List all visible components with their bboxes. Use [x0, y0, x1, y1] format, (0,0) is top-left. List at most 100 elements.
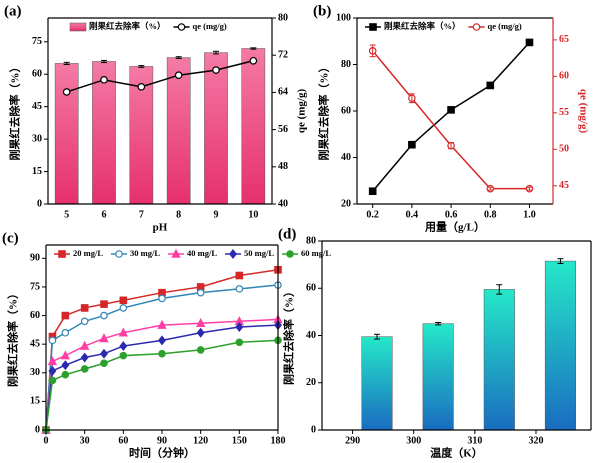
marker	[119, 341, 128, 352]
marker	[157, 319, 167, 329]
error-bar	[496, 284, 503, 295]
x-tick-label: 300	[406, 435, 421, 446]
x-tick-label: 180	[271, 435, 286, 446]
marker	[47, 356, 58, 366]
x-tick-label: 30	[80, 435, 90, 446]
bar	[241, 48, 266, 205]
x-tick-label: 0	[44, 435, 49, 446]
y2-axis-label: qe (mg/g)	[296, 89, 308, 134]
marker	[369, 23, 377, 31]
panel-label: (c)	[2, 230, 19, 246]
error-bar	[138, 65, 145, 68]
legend-label: 刚果红去除率（%）	[384, 21, 461, 31]
marker	[61, 328, 70, 337]
y2-tick-label: 50	[559, 144, 569, 155]
marker	[212, 66, 220, 74]
error-bar	[369, 44, 376, 58]
y-tick-label: 60	[341, 105, 351, 116]
x-tick-label: 290	[345, 435, 360, 446]
y-tick-label: 0	[311, 424, 316, 435]
bar	[166, 57, 191, 205]
marker	[100, 359, 108, 368]
marker	[137, 83, 146, 91]
error-bar	[557, 258, 564, 264]
legend-label: 60 mg/L	[301, 248, 331, 258]
x-tick-label: 9	[214, 209, 219, 220]
marker	[158, 349, 166, 358]
x-tick-label: 60	[118, 435, 128, 446]
marker	[235, 322, 244, 332]
line	[45, 324, 279, 431]
marker	[100, 311, 108, 320]
marker	[118, 327, 129, 337]
line	[45, 318, 279, 431]
line	[45, 284, 279, 431]
y-tick-label: 60	[306, 283, 316, 294]
y-tick-label: 0	[37, 198, 42, 209]
y-axis-label: 刚果红去除率（%）	[6, 288, 20, 387]
y-tick-label: 90	[30, 253, 40, 264]
legend-label: 40 mg/L	[187, 248, 217, 258]
error-bar	[63, 61, 70, 65]
line	[45, 339, 279, 431]
marker	[196, 327, 205, 338]
error-bar	[101, 59, 107, 64]
y-tick-label: 20	[306, 377, 316, 388]
marker	[158, 294, 166, 303]
y-tick-label: 60	[32, 69, 42, 80]
marker	[80, 317, 89, 326]
marker	[174, 71, 183, 79]
x-tick-label: 5	[64, 209, 69, 220]
marker	[61, 370, 70, 379]
error-bar	[408, 93, 415, 104]
marker	[115, 250, 123, 258]
y-tick-label: 45	[32, 101, 42, 112]
bar	[544, 260, 576, 431]
panel-label: (b)	[313, 3, 331, 19]
y2-tick-label: 48	[278, 161, 288, 172]
y-tick-label: 45	[30, 338, 40, 349]
x-tick-label: 0.6	[445, 209, 458, 220]
marker	[486, 81, 495, 90]
error-bar	[435, 322, 442, 326]
marker	[235, 338, 244, 347]
y-tick-label: 60	[30, 310, 40, 321]
bar	[54, 63, 79, 205]
marker	[79, 340, 90, 350]
x-tick-label: 10	[248, 209, 258, 220]
marker	[195, 317, 206, 327]
error-bar	[487, 186, 494, 191]
y-axis-label: 刚果红去除率（%）	[8, 62, 22, 161]
marker	[48, 336, 57, 345]
y2-tick-label: 55	[559, 107, 569, 118]
marker	[119, 351, 128, 360]
x-tick-label: 6	[102, 209, 107, 220]
legend-label: 刚果红去除率（%）	[89, 21, 166, 31]
bar	[204, 52, 228, 205]
y2-axis-label: qe (mg/g)	[577, 89, 589, 134]
y-tick-label: 100	[336, 12, 351, 23]
y-tick-label: 40	[341, 152, 351, 163]
marker	[119, 296, 128, 305]
line	[45, 269, 279, 431]
line	[66, 60, 254, 93]
error-bar	[175, 56, 182, 59]
x-axis-label: pH	[153, 222, 168, 234]
marker	[119, 304, 128, 312]
y-tick-label: 80	[306, 235, 316, 246]
x-axis-label: 时间（分钟）	[129, 446, 195, 460]
x-tick-label: 0.4	[406, 209, 419, 220]
error-bar	[526, 186, 533, 191]
y2-tick-label: 72	[278, 49, 288, 60]
marker	[196, 346, 205, 354]
marker	[80, 304, 89, 312]
y2-tick-label: 40	[278, 198, 288, 209]
legend-label: qe (mg/g)	[193, 21, 227, 31]
line	[372, 41, 531, 192]
y-tick-label: 0	[35, 424, 40, 435]
legend-label: 50 mg/L	[244, 248, 274, 258]
marker	[177, 23, 186, 31]
panel-label: (a)	[4, 3, 22, 19]
marker	[48, 365, 57, 376]
